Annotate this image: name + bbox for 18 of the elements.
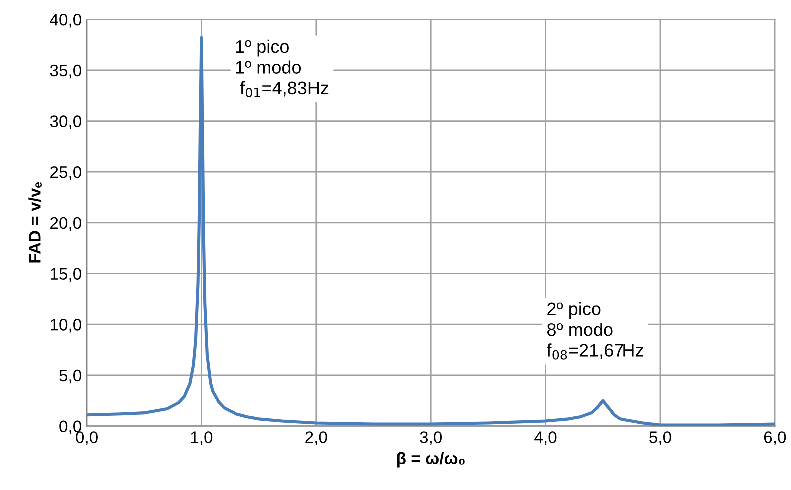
y-tick-label: 30,0	[50, 116, 82, 130]
x-tick-label: 4,0	[534, 432, 557, 446]
annotation: 2º pico 8º modo f$_{08}$=21,67Hz	[546, 302, 644, 360]
y-tick-label: 40,0	[50, 14, 82, 28]
y-tick-label: 35,0	[50, 64, 82, 79]
y-axis-title: FAD = v/vₑ	[28, 182, 42, 263]
y-tick-label: 20,0	[50, 217, 82, 232]
x-axis-title: β = ω/ω₀	[398, 452, 465, 468]
y-tick-label: 10,0	[50, 319, 82, 333]
x-tick-label: 5,0	[650, 432, 672, 446]
x-tick-label: 1,0	[191, 432, 213, 446]
y-tick-label: 15,0	[50, 268, 82, 282]
x-tick-label: 6,0	[764, 432, 786, 446]
y-tick-label: 5,0	[60, 370, 82, 384]
x-tick-label: 2,0	[306, 432, 328, 446]
y-tick-label: 25,0	[50, 166, 82, 180]
annotation: 1º pico 1º modo f$_{01}$=4,83Hz	[236, 40, 329, 98]
x-tick-label: 3,0	[420, 432, 442, 446]
